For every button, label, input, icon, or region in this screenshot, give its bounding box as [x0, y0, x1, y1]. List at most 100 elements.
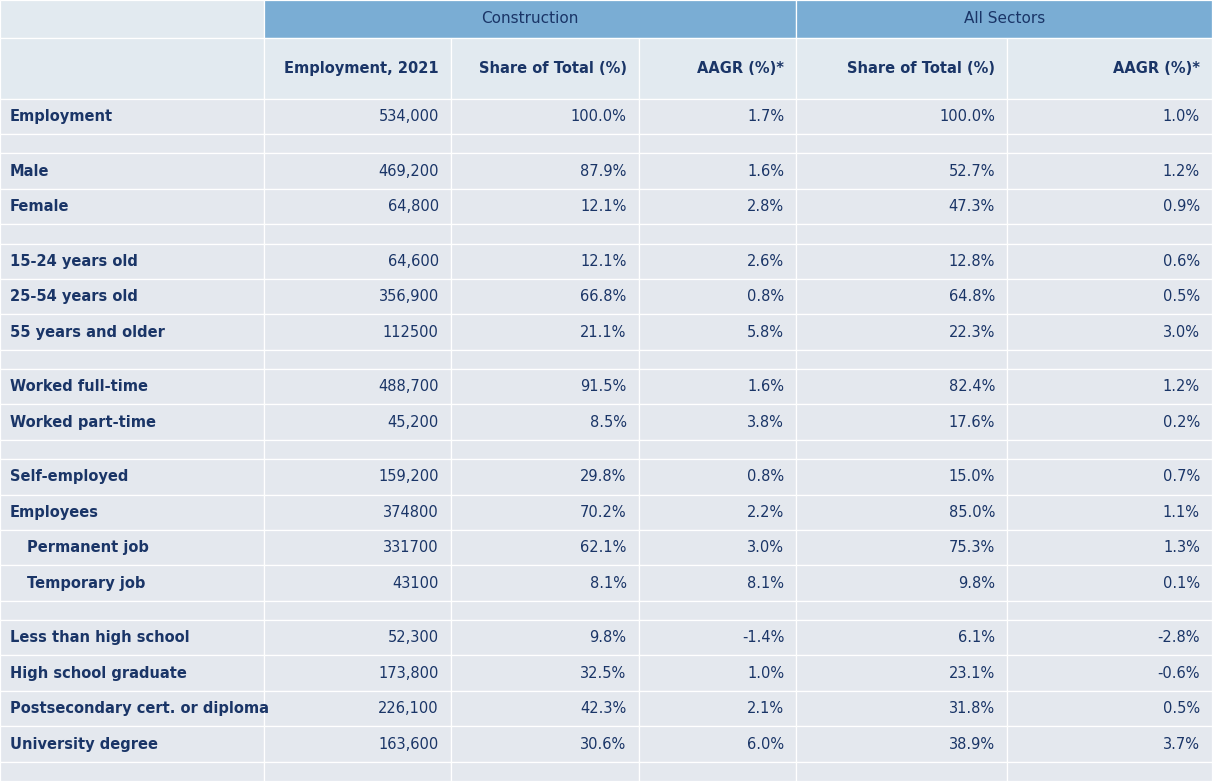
Text: Temporary job: Temporary job [27, 576, 145, 590]
Bar [0, 459, 264, 494]
Bar [796, 655, 1007, 691]
Bar [0, 315, 264, 350]
Bar [264, 459, 451, 494]
Bar [1007, 655, 1212, 691]
Bar [796, 134, 1007, 154]
Text: AAGR (%)*: AAGR (%)* [697, 61, 784, 76]
Bar [451, 440, 639, 459]
Bar [0, 565, 264, 601]
Text: 3.7%: 3.7% [1162, 736, 1200, 751]
Text: 374800: 374800 [383, 505, 439, 519]
Bar [639, 244, 796, 279]
Bar [264, 565, 451, 601]
Bar [1007, 459, 1212, 494]
Bar [451, 530, 639, 565]
Bar [1007, 154, 1212, 189]
Text: 9.8%: 9.8% [957, 576, 995, 590]
Bar [264, 279, 451, 315]
Text: 469,200: 469,200 [378, 164, 439, 179]
Bar [796, 691, 1007, 726]
Bar [264, 134, 451, 154]
Text: 62.1%: 62.1% [581, 540, 627, 555]
Text: 0.5%: 0.5% [1162, 289, 1200, 305]
Text: 1.2%: 1.2% [1162, 380, 1200, 394]
Text: 8.5%: 8.5% [589, 415, 627, 430]
Text: 45,200: 45,200 [388, 415, 439, 430]
Text: 52.7%: 52.7% [949, 164, 995, 179]
Text: High school graduate: High school graduate [10, 665, 187, 681]
Text: 356,900: 356,900 [378, 289, 439, 305]
Bar [0, 244, 264, 279]
Bar [264, 691, 451, 726]
Bar [451, 762, 639, 781]
Bar [796, 154, 1007, 189]
Bar [451, 494, 639, 530]
Text: 226,100: 226,100 [378, 701, 439, 716]
Text: 52,300: 52,300 [388, 630, 439, 645]
Bar [451, 691, 639, 726]
Text: 87.9%: 87.9% [581, 164, 627, 179]
Bar [639, 189, 796, 224]
Text: 55 years and older: 55 years and older [10, 325, 165, 340]
Bar [0, 726, 264, 762]
Text: 488,700: 488,700 [378, 380, 439, 394]
Text: 17.6%: 17.6% [949, 415, 995, 430]
Bar [796, 530, 1007, 565]
Bar [639, 601, 796, 620]
Text: 1.0%: 1.0% [1162, 109, 1200, 124]
Bar [1007, 37, 1212, 99]
Bar [796, 762, 1007, 781]
Bar [451, 244, 639, 279]
Bar [639, 726, 796, 762]
Bar [639, 691, 796, 726]
Text: 66.8%: 66.8% [581, 289, 627, 305]
Text: 0.8%: 0.8% [747, 469, 784, 484]
Text: 8.1%: 8.1% [589, 576, 627, 590]
Bar [639, 154, 796, 189]
Text: 1.1%: 1.1% [1162, 505, 1200, 519]
Text: 42.3%: 42.3% [581, 701, 627, 716]
Bar [264, 530, 451, 565]
Text: 0.1%: 0.1% [1162, 576, 1200, 590]
Bar [264, 315, 451, 350]
Bar [1007, 440, 1212, 459]
Text: Postsecondary cert. or diploma: Postsecondary cert. or diploma [10, 701, 269, 716]
Bar [451, 565, 639, 601]
Bar [1007, 494, 1212, 530]
Bar [639, 530, 796, 565]
Text: 1.6%: 1.6% [747, 164, 784, 179]
Bar [796, 726, 1007, 762]
Bar [0, 530, 264, 565]
Bar [639, 99, 796, 134]
Text: -1.4%: -1.4% [742, 630, 784, 645]
Text: 6.1%: 6.1% [957, 630, 995, 645]
Bar [451, 315, 639, 350]
Text: Less than high school: Less than high school [10, 630, 189, 645]
Text: 75.3%: 75.3% [949, 540, 995, 555]
Bar [264, 655, 451, 691]
Bar [1007, 530, 1212, 565]
Text: Male: Male [10, 164, 50, 179]
Bar [639, 134, 796, 154]
Text: 15.0%: 15.0% [949, 469, 995, 484]
Bar [451, 189, 639, 224]
Text: Female: Female [10, 199, 69, 214]
Text: 64.8%: 64.8% [949, 289, 995, 305]
Text: 173,800: 173,800 [378, 665, 439, 681]
Text: 0.7%: 0.7% [1162, 469, 1200, 484]
Bar [451, 154, 639, 189]
Bar [264, 37, 451, 99]
Text: 47.3%: 47.3% [949, 199, 995, 214]
Text: 1.3%: 1.3% [1164, 540, 1200, 555]
Bar [0, 601, 264, 620]
Bar [264, 601, 451, 620]
Text: 534,000: 534,000 [378, 109, 439, 124]
Bar [264, 244, 451, 279]
Text: 64,600: 64,600 [388, 254, 439, 269]
Text: 82.4%: 82.4% [949, 380, 995, 394]
Bar [451, 224, 639, 244]
Bar [451, 726, 639, 762]
Bar [639, 369, 796, 405]
Bar [1007, 405, 1212, 440]
Text: 15-24 years old: 15-24 years old [10, 254, 138, 269]
